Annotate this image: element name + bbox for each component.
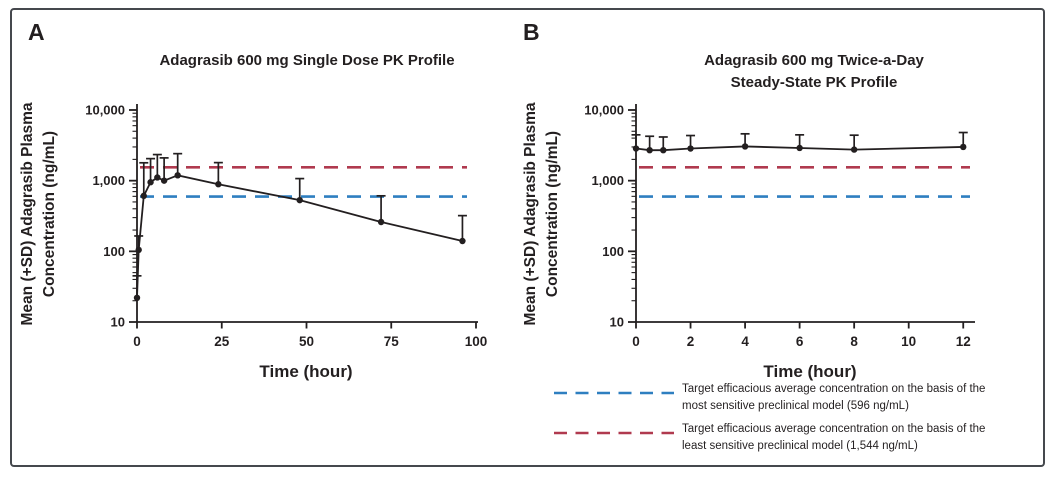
data-point: [459, 237, 466, 245]
data-point: [660, 146, 667, 154]
legend-item-least-sensitive: Target efficacious average concentration…: [553, 421, 1055, 455]
panel-b-title-line1: Adagrasib 600 mg Twice-a-Day: [704, 52, 924, 69]
legend-text-most-sensitive: Target efficacious average concentration…: [682, 383, 986, 412]
y-tick-label: 100: [103, 244, 125, 259]
axes: [628, 104, 975, 329]
data-point: [133, 294, 141, 302]
y-tick-label: 100: [602, 244, 624, 259]
x-tick-label: 75: [384, 334, 400, 349]
x-tick-label: 8: [850, 334, 858, 349]
y-tick-label: 10,000: [584, 102, 624, 117]
data-point: [377, 218, 385, 226]
x-tick-label: 50: [299, 334, 314, 349]
panel-a-title: Adagrasib 600 mg Single Dose PK Profile: [137, 50, 477, 72]
panel-b-title-line2: Steady-State PK Profile: [730, 74, 898, 91]
data-point: [741, 143, 749, 150]
y-tick-label: 10: [610, 315, 624, 330]
data-point: [796, 144, 803, 152]
pk-chart-panel-a: 10 100 1,000 10,000 0 25 50 75 100: [85, 102, 487, 349]
legend-text-least-sensitive: Target efficacious average concentration…: [682, 423, 986, 452]
panel-b-x-axis-label: Time (hour): [763, 362, 857, 381]
red-dashed-line-swatch: [554, 431, 674, 435]
x-tick-label: 0: [632, 334, 640, 349]
data-point: [687, 145, 694, 152]
data-point: [154, 174, 161, 181]
panel-a-y-axis-label: Mean (+SD) Adagrasib Plasma Concentratio…: [19, 102, 58, 326]
blue-dashed-line-swatch: [554, 391, 674, 395]
x-tick-label: 0: [133, 334, 141, 349]
data-point: [632, 145, 640, 152]
panel-b-title: Adagrasib 600 mg Twice-a-Day Steady-Stat…: [646, 50, 982, 94]
panel-a-x-axis-label: Time (hour): [259, 362, 353, 381]
x-tick-label: 6: [796, 334, 804, 349]
panel-a-title-line1: Adagrasib 600 mg Single Dose PK Profile: [159, 52, 455, 69]
y-tick-label: 1,000: [92, 173, 125, 188]
error-bars: [132, 152, 467, 298]
data-point: [147, 179, 154, 186]
data-point: [646, 146, 653, 154]
x-tick-label: 10: [901, 334, 916, 349]
x-tick-label: 100: [465, 334, 488, 349]
x-tick-label: 4: [741, 334, 749, 349]
panel-b-y-axis-label: Mean (+SD) Adagrasib Plasma Concentratio…: [522, 102, 561, 326]
legend: Target efficacious average concentration…: [553, 381, 1055, 455]
y-tick-label: 1,000: [591, 173, 624, 188]
data-point: [960, 143, 967, 151]
data-point: [135, 246, 142, 254]
x-tick-label: 2: [687, 334, 695, 349]
pk-chart-panel-b: 10 100 1,000 10,000 0 2 4 6 8 10 12: [584, 102, 975, 349]
figure-border: [10, 8, 1045, 467]
data-point: [140, 192, 147, 200]
y-tick-label: 10: [111, 315, 125, 330]
data-point: [850, 146, 858, 153]
axes: [129, 104, 478, 329]
panel-label-b: B: [523, 19, 541, 45]
y-tick-label: 10,000: [85, 102, 125, 117]
data-point: [174, 172, 181, 179]
data-point: [215, 181, 222, 188]
data-point: [296, 196, 303, 204]
x-tick-label: 12: [956, 334, 971, 349]
x-tick-label: 25: [214, 334, 230, 349]
data-point: [160, 177, 168, 184]
legend-item-most-sensitive: Target efficacious average concentration…: [553, 381, 1055, 415]
panel-label-a: A: [28, 19, 46, 45]
